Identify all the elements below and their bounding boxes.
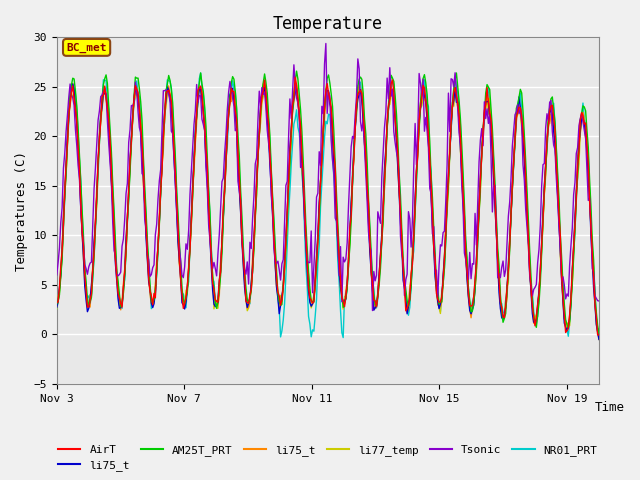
li75_t: [451, 94, 459, 100]
Tsonic: [595, 298, 603, 304]
AirT: [595, 332, 603, 338]
li75_t: [69, 81, 77, 86]
Tsonic: [436, 242, 444, 248]
li75_t: [542, 173, 550, 179]
AirT: [435, 299, 443, 305]
li77_temp: [542, 168, 550, 173]
AirT: [234, 150, 242, 156]
Tsonic: [53, 272, 61, 278]
AirT: [53, 300, 61, 306]
AM25T_PRT: [234, 133, 242, 139]
NR01_PRT: [452, 85, 460, 91]
AirT: [216, 277, 223, 283]
li75_t: [236, 176, 243, 182]
Line: NR01_PRT: NR01_PRT: [57, 73, 599, 337]
AM25T_PRT: [595, 330, 603, 336]
li77_temp: [292, 82, 300, 88]
Tsonic: [234, 178, 242, 184]
AM25T_PRT: [451, 77, 459, 83]
NR01_PRT: [217, 263, 225, 269]
li75_t: [69, 81, 77, 87]
NR01_PRT: [236, 167, 243, 173]
AM25T_PRT: [355, 76, 363, 82]
li75_t: [435, 303, 443, 309]
AM25T_PRT: [292, 68, 300, 74]
li77_temp: [451, 90, 459, 96]
li77_temp: [435, 305, 443, 311]
Tsonic: [216, 231, 223, 237]
Line: AirT: AirT: [57, 77, 599, 335]
AirT: [291, 74, 299, 80]
li77_temp: [53, 306, 61, 312]
li77_temp: [216, 281, 223, 287]
Legend: AirT, li75_t, AM25T_PRT, li75_t, li77_temp, Tsonic, NR01_PRT: AirT, li75_t, AM25T_PRT, li75_t, li77_te…: [54, 440, 602, 476]
Tsonic: [322, 41, 330, 47]
Line: Tsonic: Tsonic: [57, 44, 599, 311]
AirT: [451, 84, 459, 90]
AM25T_PRT: [216, 288, 223, 293]
Tsonic: [452, 89, 460, 95]
NR01_PRT: [356, 79, 364, 85]
AirT: [355, 89, 363, 95]
li75_t: [355, 81, 363, 86]
li75_t: [53, 304, 61, 310]
X-axis label: Time: Time: [595, 401, 625, 414]
Line: li75_t: li75_t: [57, 84, 599, 339]
li77_temp: [355, 88, 363, 94]
NR01_PRT: [436, 309, 444, 314]
li75_t: [435, 306, 443, 312]
li75_t: [595, 336, 603, 342]
li77_temp: [595, 336, 603, 342]
Line: li75_t: li75_t: [57, 84, 599, 339]
NR01_PRT: [197, 70, 205, 76]
NR01_PRT: [339, 335, 347, 340]
Title: Temperature: Temperature: [273, 15, 383, 33]
Line: li77_temp: li77_temp: [57, 85, 599, 339]
NR01_PRT: [543, 147, 551, 153]
AM25T_PRT: [53, 301, 61, 307]
li75_t: [355, 92, 363, 98]
Tsonic: [355, 66, 363, 72]
li75_t: [53, 303, 61, 309]
AirT: [542, 161, 550, 167]
Text: BC_met: BC_met: [67, 42, 107, 52]
li75_t: [236, 185, 243, 191]
Y-axis label: Temperatures (C): Temperatures (C): [15, 151, 28, 271]
AM25T_PRT: [435, 301, 443, 307]
li77_temp: [234, 151, 242, 157]
NR01_PRT: [595, 326, 603, 332]
Tsonic: [543, 111, 551, 117]
li75_t: [217, 260, 225, 265]
Line: AM25T_PRT: AM25T_PRT: [57, 71, 599, 333]
li75_t: [451, 84, 459, 90]
NR01_PRT: [53, 306, 61, 312]
li75_t: [217, 267, 225, 273]
AM25T_PRT: [542, 168, 550, 174]
Tsonic: [369, 308, 376, 313]
li75_t: [595, 336, 603, 342]
li75_t: [542, 164, 550, 169]
